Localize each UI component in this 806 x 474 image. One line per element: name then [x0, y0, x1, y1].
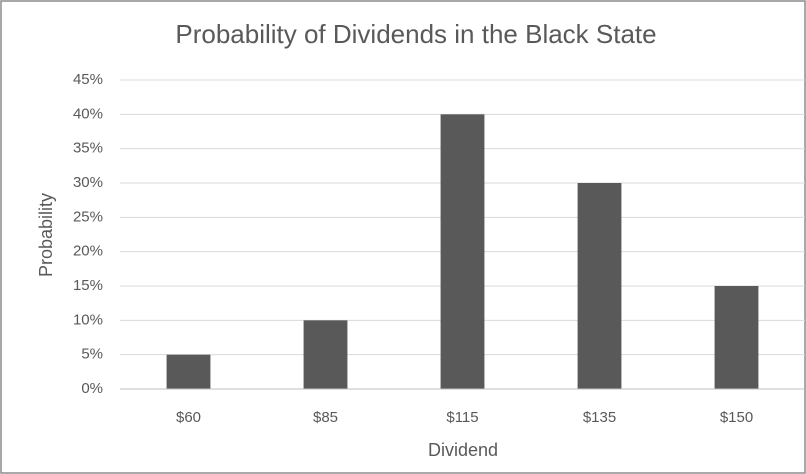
y-tick-label: 15%	[73, 277, 103, 294]
y-tick-label: 45%	[73, 71, 103, 88]
y-tick-label: 30%	[73, 174, 103, 191]
x-tick-label: $60	[176, 409, 201, 426]
x-tick-label: $150	[720, 409, 753, 426]
y-tick-label: 5%	[81, 346, 103, 363]
x-tick-label: $135	[583, 409, 616, 426]
y-tick-label: 35%	[73, 140, 103, 157]
x-axis-label: Dividend	[428, 440, 498, 460]
y-tick-label: 0%	[81, 380, 103, 397]
bar	[166, 354, 211, 389]
y-tick-label: 40%	[73, 105, 103, 122]
y-tick-label: 25%	[73, 208, 103, 225]
bar	[440, 114, 485, 389]
bar	[303, 320, 348, 389]
bar	[714, 286, 759, 389]
chart-title: Probability of Dividends in the Black St…	[175, 19, 656, 49]
y-tick-label: 20%	[73, 243, 103, 260]
y-axis-label: Probability	[36, 193, 56, 277]
y-tick-label: 10%	[73, 311, 103, 328]
x-tick-label: $115	[446, 409, 478, 426]
bar	[577, 183, 622, 389]
x-tick-label: $85	[313, 409, 338, 426]
